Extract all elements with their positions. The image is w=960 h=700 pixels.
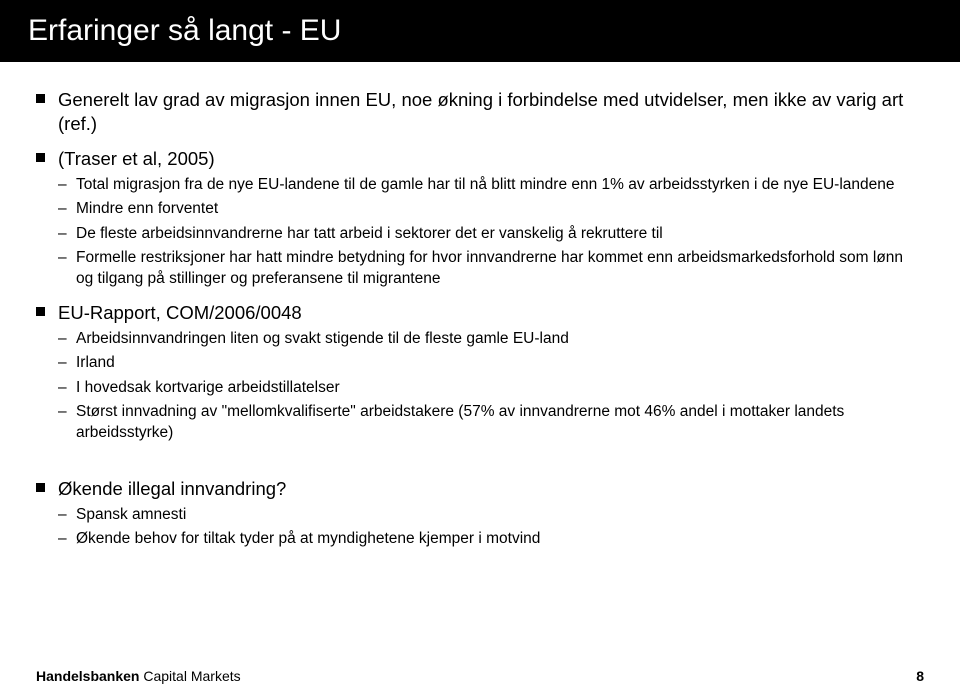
bullet-l1: Generelt lav grad av migrasjon innen EU,… bbox=[36, 88, 924, 135]
bullet-l2: Arbeidsinnvandringen liten og svakt stig… bbox=[58, 329, 924, 349]
bullet-text: I hovedsak kortvarige arbeidstillatelser bbox=[76, 379, 340, 396]
bullet-text: EU-Rapport, COM/2006/0048 bbox=[58, 302, 302, 323]
sub-bullets: Spansk amnesti Økende behov for tiltak t… bbox=[58, 505, 924, 550]
bullet-text: Økende behov for tiltak tyder på at mynd… bbox=[76, 530, 540, 547]
bullet-l2: Spansk amnesti bbox=[58, 505, 924, 525]
page-number: 8 bbox=[916, 668, 924, 684]
bullet-l2: Total migrasjon fra de nye EU-landene ti… bbox=[58, 175, 924, 195]
footer-brand: Handelsbanken Capital Markets bbox=[36, 668, 241, 684]
bullet-l2: I hovedsak kortvarige arbeidstillatelser bbox=[58, 378, 924, 398]
bullet-text: Spansk amnesti bbox=[76, 506, 186, 523]
brand-bold: Handelsbanken bbox=[36, 668, 139, 684]
bullet-l2: Størst innvadning av "mellomkvalifiserte… bbox=[58, 402, 924, 443]
bullet-text: Størst innvadning av "mellomkvalifiserte… bbox=[76, 403, 844, 440]
bullet-l1: (Traser et al, 2005) Total migrasjon fra… bbox=[36, 147, 924, 289]
slide-title: Erfaringer så langt - EU bbox=[0, 0, 960, 62]
bullet-l2: De fleste arbeidsinnvandrerne har tatt a… bbox=[58, 224, 924, 244]
bullet-group-3: EU-Rapport, COM/2006/0048 Arbeidsinnvand… bbox=[36, 301, 924, 443]
sub-bullets: Arbeidsinnvandringen liten og svakt stig… bbox=[58, 329, 924, 443]
bullet-text: Arbeidsinnvandringen liten og svakt stig… bbox=[76, 330, 569, 347]
brand-rest: Capital Markets bbox=[139, 668, 240, 684]
bullet-l1: EU-Rapport, COM/2006/0048 Arbeidsinnvand… bbox=[36, 301, 924, 443]
bullet-l2: Irland bbox=[58, 353, 924, 373]
bullet-text: (Traser et al, 2005) bbox=[58, 148, 215, 169]
bullet-text: Generelt lav grad av migrasjon innen EU,… bbox=[58, 89, 903, 134]
bullet-l2: Mindre enn forventet bbox=[58, 199, 924, 219]
bullet-text: Total migrasjon fra de nye EU-landene ti… bbox=[76, 176, 895, 193]
slide-content: Generelt lav grad av migrasjon innen EU,… bbox=[0, 62, 960, 550]
sub-bullets: Total migrasjon fra de nye EU-landene ti… bbox=[58, 175, 924, 289]
bullet-l2: Økende behov for tiltak tyder på at mynd… bbox=[58, 529, 924, 549]
bullet-group-1: Generelt lav grad av migrasjon innen EU,… bbox=[36, 88, 924, 135]
bullet-group-2: (Traser et al, 2005) Total migrasjon fra… bbox=[36, 147, 924, 289]
bullet-text: Irland bbox=[76, 354, 115, 371]
slide-footer: Handelsbanken Capital Markets 8 bbox=[36, 668, 924, 684]
bullet-text: Formelle restriksjoner har hatt mindre b… bbox=[76, 249, 903, 286]
bullet-text: Mindre enn forventet bbox=[76, 200, 218, 217]
bullet-l1: Økende illegal innvandring? Spansk amnes… bbox=[36, 477, 924, 550]
slide: Erfaringer så langt - EU Generelt lav gr… bbox=[0, 0, 960, 700]
bullet-group-4: Økende illegal innvandring? Spansk amnes… bbox=[36, 477, 924, 550]
bullet-text: De fleste arbeidsinnvandrerne har tatt a… bbox=[76, 225, 663, 242]
bullet-l2: Formelle restriksjoner har hatt mindre b… bbox=[58, 248, 924, 289]
bullet-text: Økende illegal innvandring? bbox=[58, 478, 286, 499]
